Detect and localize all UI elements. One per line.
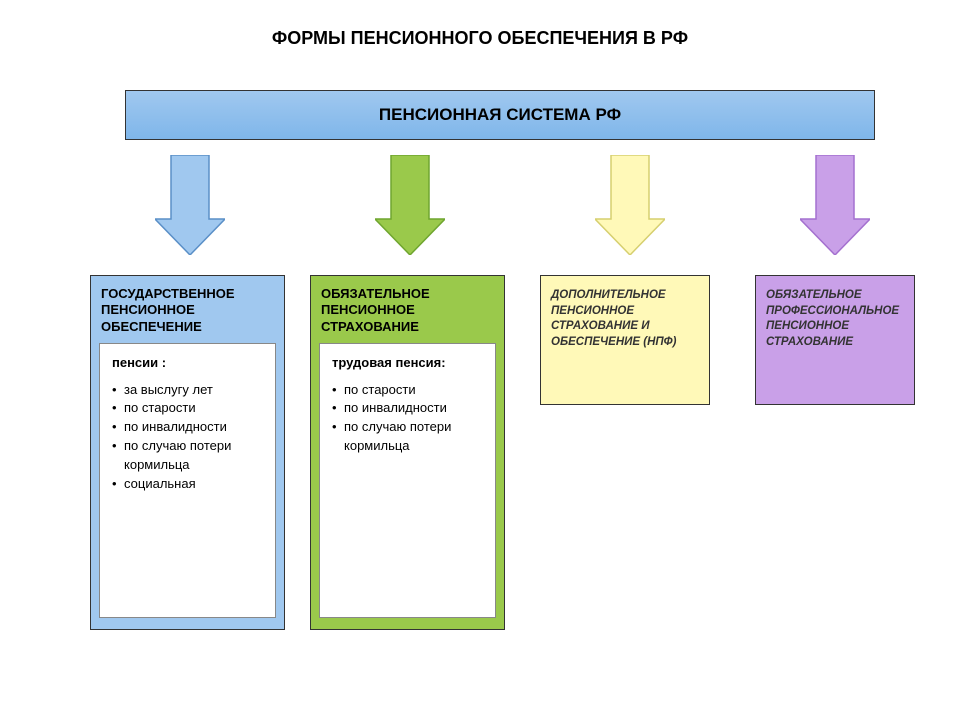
- branch-body: пенсии : за выслугу летпо старостипо инва…: [99, 343, 276, 618]
- arrow-1: [375, 155, 445, 255]
- arrow-0: [155, 155, 225, 255]
- branch-3: ОБЯЗАТЕЛЬНОЕ ПРОФЕССИОНАЛЬНОЕ ПЕНСИОННОЕ…: [755, 275, 915, 405]
- branch-label: ОБЯЗАТЕЛЬНОЕ ПРОФЕССИОНАЛЬНОЕ ПЕНСИОННОЕ…: [756, 276, 914, 362]
- list-item: по инвалидности: [112, 418, 265, 437]
- branch-header: ОБЯЗАТЕЛЬНОЕ ПЕНСИОННОЕ СТРАХОВАНИЕ: [311, 276, 504, 343]
- branch-header: ГОСУДАРСТВЕННОЕ ПЕНСИОННОЕ ОБЕСПЕЧЕНИЕ: [91, 276, 284, 343]
- list-item: за выслугу лет: [112, 381, 265, 400]
- branch-label: ДОПОЛНИТЕЛЬНОЕ ПЕНСИОННОЕ СТРАХОВАНИЕ И …: [541, 276, 709, 362]
- root-label: ПЕНСИОННАЯ СИСТЕМА РФ: [379, 105, 621, 125]
- branch-body: трудовая пенсия: по старостипо инвалиднос…: [319, 343, 496, 618]
- branch-list: за выслугу летпо старостипо инвалидности…: [112, 381, 265, 494]
- branch-list: по старостипо инвалидностипо случаю поте…: [332, 381, 485, 456]
- list-item: социальная: [112, 475, 265, 494]
- list-item: по инвалидности: [332, 399, 485, 418]
- list-item: по старости: [332, 381, 485, 400]
- list-item: по случаю потери кормильца: [112, 437, 265, 475]
- diagram-title: ФОРМЫ ПЕНСИОННОГО ОБЕСПЕЧЕНИЯ В РФ: [0, 28, 960, 49]
- root-node: ПЕНСИОННАЯ СИСТЕМА РФ: [125, 90, 875, 140]
- branch-0: ГОСУДАРСТВЕННОЕ ПЕНСИОННОЕ ОБЕСПЕЧЕНИЕпе…: [90, 275, 285, 630]
- branch-subhead: трудовая пенсия:: [332, 354, 485, 373]
- branch-1: ОБЯЗАТЕЛЬНОЕ ПЕНСИОННОЕ СТРАХОВАНИЕтрудо…: [310, 275, 505, 630]
- branch-2: ДОПОЛНИТЕЛЬНОЕ ПЕНСИОННОЕ СТРАХОВАНИЕ И …: [540, 275, 710, 405]
- list-item: по старости: [112, 399, 265, 418]
- list-item: по случаю потери кормильца: [332, 418, 485, 456]
- arrow-2: [595, 155, 665, 255]
- arrow-3: [800, 155, 870, 255]
- branch-subhead: пенсии :: [112, 354, 265, 373]
